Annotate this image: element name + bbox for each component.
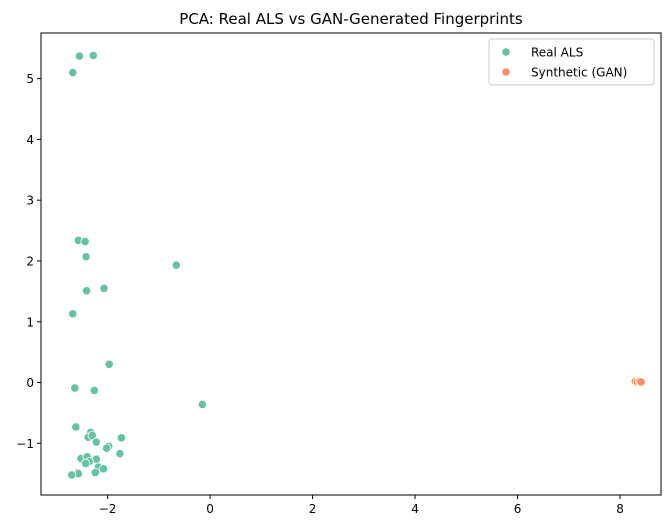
y-tick-label: −1 — [16, 437, 34, 451]
series-0-point-8 — [82, 286, 92, 296]
y-tick-label: 3 — [26, 194, 34, 208]
x-tick-label: 0 — [206, 502, 214, 516]
series-0-point-22 — [115, 449, 125, 459]
x-axis: −2 0 2 4 6 8 — [99, 495, 624, 516]
plot-frame — [40, 32, 662, 496]
series-0-point-11 — [70, 383, 80, 393]
series-0-point-29 — [98, 464, 109, 474]
x-tick-label: −2 — [99, 502, 117, 516]
y-axis: −1 0 1 2 3 4 5 — [16, 72, 41, 451]
legend-label-0: Real ALS — [531, 46, 583, 60]
series-1-point-3 — [636, 377, 646, 387]
series-0-point-6 — [171, 260, 181, 270]
series-0-point-9 — [68, 309, 78, 319]
series-0-point-0 — [74, 51, 85, 61]
y-tick-label: 1 — [26, 315, 34, 329]
series-0-point-7 — [99, 283, 109, 293]
y-tick-label: 0 — [26, 376, 34, 390]
chart-title: PCA: Real ALS vs GAN-Generated Fingerpri… — [179, 10, 523, 28]
legend: Real ALS Synthetic (GAN) — [488, 38, 655, 86]
x-tick-label: 4 — [411, 502, 419, 516]
legend-label-1: Synthetic (GAN) — [531, 66, 627, 80]
series-0-point-10 — [104, 359, 114, 369]
series-0-point-14 — [71, 422, 81, 432]
series-0-point-21 — [101, 443, 112, 453]
x-tick-label: 2 — [309, 502, 317, 516]
series-0-point-27 — [80, 458, 91, 468]
series-0-point-1 — [88, 50, 98, 61]
legend-marker-0 — [501, 47, 511, 57]
series-0-point-32 — [90, 467, 100, 478]
series-0-point-33 — [67, 470, 77, 480]
series-0-point-18 — [116, 433, 127, 443]
series-0-point-12 — [89, 385, 99, 396]
series-0-point-13 — [197, 399, 208, 410]
legend-box — [488, 38, 655, 86]
y-tick-label: 2 — [26, 254, 34, 268]
y-tick-label: 4 — [26, 133, 34, 147]
x-tick-label: 8 — [616, 502, 624, 516]
series-0-point-2 — [68, 67, 78, 78]
y-tick-label: 5 — [26, 72, 34, 86]
series-0-point-5 — [81, 252, 91, 262]
legend-marker-1 — [501, 67, 511, 77]
series-0-point-4 — [80, 236, 90, 247]
series-0-point-17 — [87, 430, 97, 441]
x-tick-label: 6 — [514, 502, 522, 516]
series-0-point-19 — [91, 437, 101, 447]
marks-layer — [67, 50, 646, 480]
